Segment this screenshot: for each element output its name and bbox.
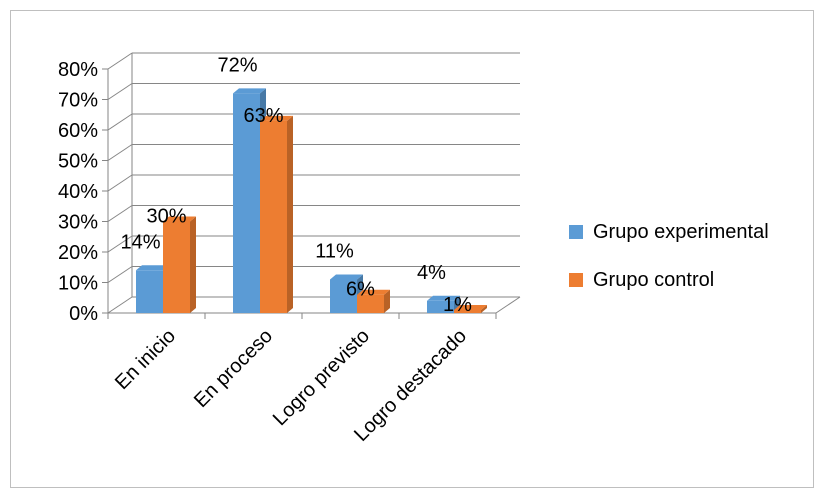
bar-front bbox=[233, 93, 260, 314]
data-label: 14% bbox=[120, 231, 160, 253]
bar-side bbox=[481, 304, 487, 313]
gridline-side bbox=[107, 205, 133, 222]
bar-top bbox=[427, 295, 460, 301]
gridline-side bbox=[107, 235, 133, 253]
data-label: 11% bbox=[315, 240, 354, 262]
x-tick-label: Logro previsto bbox=[269, 325, 374, 430]
y-tick-label: 30% bbox=[58, 212, 98, 234]
y-tick-label: 80% bbox=[58, 59, 98, 81]
y-tick-label: 50% bbox=[58, 151, 98, 173]
y-tick-label: 40% bbox=[58, 181, 98, 203]
y-tick-label: 10% bbox=[58, 273, 98, 295]
bar-front bbox=[163, 221, 190, 313]
bar-top bbox=[454, 304, 487, 310]
legend-swatch-experimental bbox=[569, 225, 583, 239]
gridline-side bbox=[107, 296, 133, 314]
bar-top bbox=[357, 289, 390, 295]
bar-side bbox=[190, 216, 196, 313]
bar-top bbox=[330, 274, 363, 280]
bar-top bbox=[163, 216, 196, 222]
bar-front bbox=[427, 300, 454, 313]
gridline-side bbox=[107, 113, 133, 131]
gridline-side bbox=[107, 52, 133, 70]
legend-swatch-control bbox=[569, 273, 583, 287]
data-label: 63% bbox=[243, 105, 283, 127]
y-tick-label: 60% bbox=[58, 120, 98, 142]
legend-item-control: Grupo control bbox=[569, 268, 769, 292]
data-label: 1% bbox=[443, 294, 472, 316]
gridline-side bbox=[107, 144, 133, 161]
floor-right-edge bbox=[495, 296, 521, 314]
data-label: 6% bbox=[346, 279, 375, 301]
bar-front bbox=[136, 270, 163, 313]
legend-label-control: Grupo control bbox=[593, 268, 715, 291]
data-label: 30% bbox=[146, 206, 186, 228]
bar-side bbox=[287, 115, 293, 313]
gridline-side bbox=[107, 266, 133, 283]
legend: Grupo experimental Grupo control bbox=[569, 220, 769, 316]
bar-top bbox=[260, 115, 293, 121]
bar-top bbox=[136, 265, 169, 271]
y-tick-label: 70% bbox=[58, 90, 98, 112]
bar-front bbox=[330, 279, 357, 313]
legend-label-experimental: Grupo experimental bbox=[593, 220, 769, 243]
y-tick-label: 20% bbox=[58, 242, 98, 264]
bar-side bbox=[384, 289, 390, 313]
bar-front bbox=[260, 120, 287, 313]
x-tick-label: En proceso bbox=[190, 325, 277, 412]
bar-front bbox=[454, 309, 481, 313]
data-label: 4% bbox=[417, 262, 446, 284]
x-tick-label: En inicio bbox=[111, 325, 180, 394]
gridline-side bbox=[107, 83, 133, 100]
bar-top bbox=[233, 88, 266, 94]
bar-front bbox=[357, 294, 384, 313]
gridline-side bbox=[107, 174, 133, 192]
legend-item-experimental: Grupo experimental bbox=[569, 220, 769, 244]
data-label: 72% bbox=[217, 54, 257, 76]
y-tick-label: 0% bbox=[69, 303, 98, 325]
chart-frame bbox=[10, 10, 814, 488]
